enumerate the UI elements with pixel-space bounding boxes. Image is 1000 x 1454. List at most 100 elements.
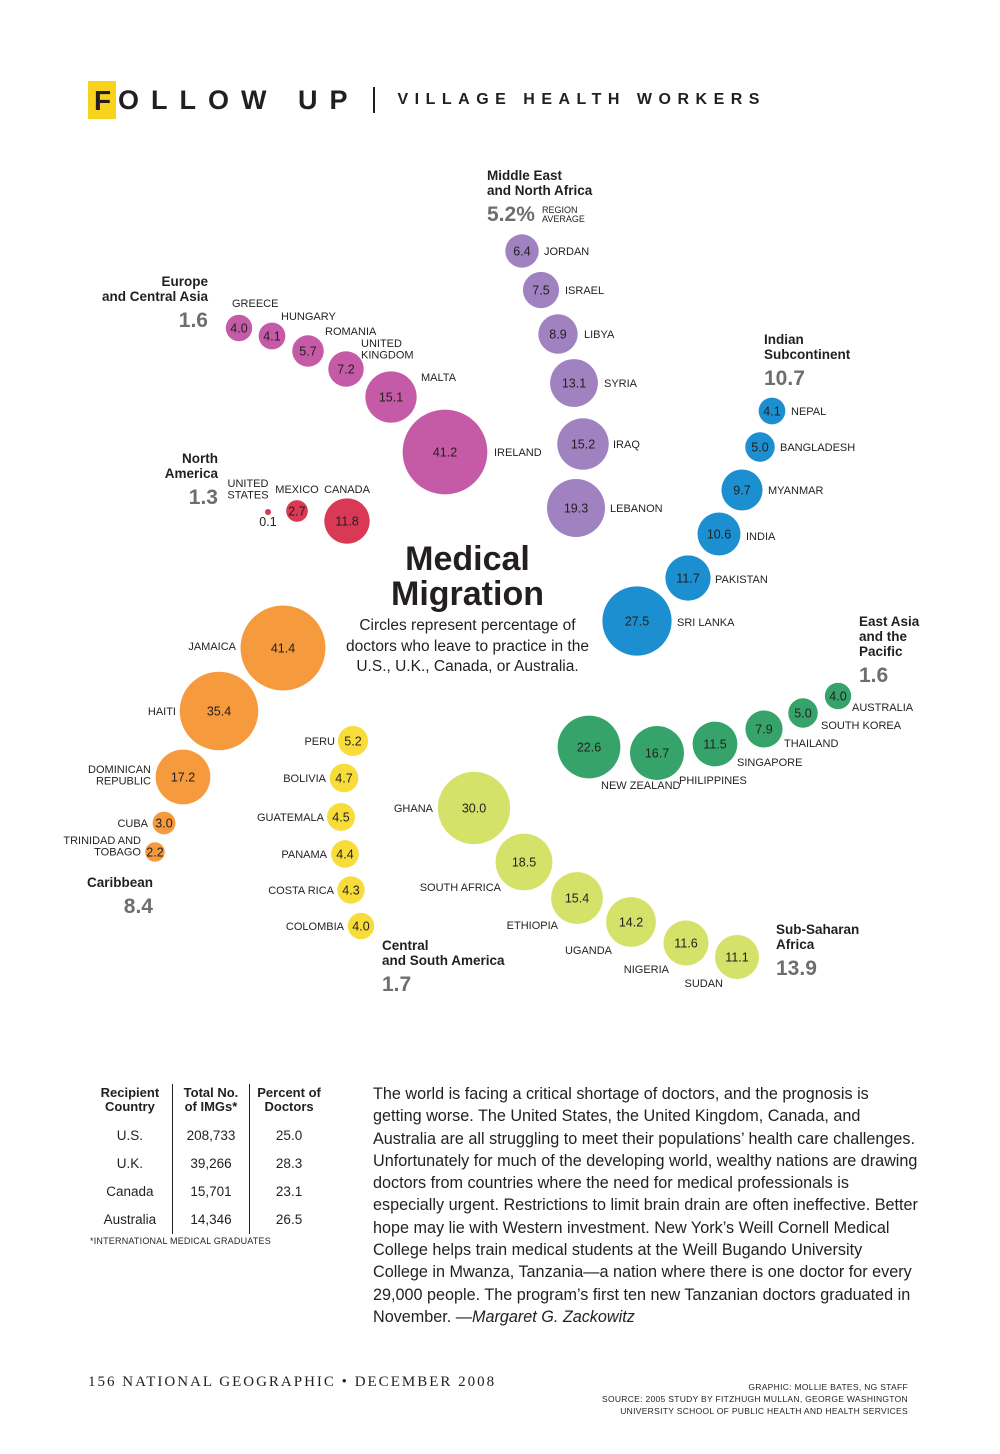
bubble-value: 11.6 <box>674 937 697 951</box>
bubble-value: 15.2 <box>571 438 595 452</box>
section-subtitle: VILLAGE HEALTH WORKERS <box>397 91 766 108</box>
table-cell: U.K. <box>116 1156 144 1171</box>
region-name: East Asia <box>859 614 920 629</box>
country-label: GREECE <box>232 298 278 310</box>
bubble-israel <box>522 271 560 309</box>
region-name: and the <box>859 629 907 644</box>
bubble-bangladesh <box>745 432 775 462</box>
bubble-sri-lanka <box>602 586 672 656</box>
table-cell: U.S. <box>116 1128 144 1143</box>
country-label: LIBYA <box>584 329 615 341</box>
region-average: 1.6 <box>859 664 888 687</box>
region-average: 8.4 <box>124 895 154 918</box>
bubble-hungary <box>258 322 286 350</box>
bubble-value: 4.1 <box>263 330 280 344</box>
source-line: UNIVERSITY SCHOOL OF PUBLIC HEALTH AND H… <box>620 1406 908 1416</box>
recipient-table: Recipient Country Total No. of IMGs* Per… <box>88 1084 328 1234</box>
country-label: JORDAN <box>544 246 589 258</box>
region-name: Sub-Saharan <box>776 922 859 937</box>
bubble-jordan <box>505 234 539 268</box>
bubble-value: 11.8 <box>335 515 358 529</box>
region-caribbean: Caribbean 8.4 41.4 JAMAICA 35.4 HAITI 17.2 DOMI… <box>63 605 326 918</box>
bubble-value: 19.3 <box>564 502 588 516</box>
bubble-value: 0.1 <box>259 515 276 529</box>
country-label: MYANMAR <box>768 485 823 497</box>
region-name: Caribbean <box>87 875 153 890</box>
country-label: STATES <box>227 490 268 502</box>
country-label: IRAQ <box>613 439 640 451</box>
country-label: ROMANIA <box>325 326 377 338</box>
country-label: NIGERIA <box>624 964 670 976</box>
region-name: Central <box>382 938 429 953</box>
country-label: SRI LANKA <box>677 617 735 629</box>
bubble-value: 2.2 <box>146 846 163 860</box>
bubble-mexico <box>286 500 308 522</box>
bubble-ireland <box>402 409 488 495</box>
country-label: JAMAICA <box>188 641 236 653</box>
bubble-value: 4.7 <box>335 772 352 786</box>
section-name: OLLOW UP <box>118 84 360 115</box>
bubble-value: 13.1 <box>562 377 586 391</box>
region-name: and North Africa <box>487 183 593 198</box>
bubble-value: 4.1 <box>763 405 780 419</box>
table-cell: 39,266 <box>171 1150 250 1178</box>
table-header: Percent of Doctors <box>249 1084 328 1122</box>
bubble-sudan <box>715 935 759 979</box>
region-name: Pacific <box>859 644 903 659</box>
country-label: SINGAPORE <box>737 757 802 769</box>
region-name: North <box>182 451 218 466</box>
bubble-value: 6.4 <box>513 245 530 259</box>
country-label: UGANDA <box>565 945 613 957</box>
bubble-value: 22.6 <box>577 741 601 755</box>
table-cell: 208,733 <box>171 1122 250 1150</box>
bubble-value: 15.1 <box>379 391 403 405</box>
bubble-lebanon <box>547 479 605 537</box>
credits: GRAPHIC: MOLLIE BATES, NG STAFF SOURCE: … <box>602 1381 908 1417</box>
table-cell: 28.3 <box>249 1150 328 1178</box>
country-label: UNITED <box>228 478 269 490</box>
bubble-costa-rica <box>337 876 365 904</box>
bubble-dominican-republic <box>155 749 211 805</box>
region-average: 10.7 <box>764 367 805 390</box>
country-label: CUBA <box>117 818 148 830</box>
country-label: THAILAND <box>784 738 838 750</box>
bubble-syria <box>550 359 598 407</box>
country-label: KINGDOM <box>361 350 414 362</box>
bubble-value: 5.0 <box>794 707 811 721</box>
table-row: Canada 15,701 23.1 <box>88 1178 328 1206</box>
bubble-peru <box>337 725 369 757</box>
country-label: REPUBLIC <box>96 776 151 788</box>
bubble-south-africa <box>495 833 553 891</box>
bubble-canada <box>324 498 370 544</box>
bubble-value: 9.7 <box>733 484 750 498</box>
bubble-value: 11.1 <box>725 951 748 965</box>
bubble-value: 41.2 <box>433 446 457 460</box>
bubble-south-korea <box>788 698 818 728</box>
header-divider <box>373 87 376 113</box>
table-cell: Australia <box>103 1212 157 1227</box>
country-label: PANAMA <box>281 849 327 861</box>
bubble-value: 27.5 <box>625 615 649 629</box>
country-label: AUSTRALIA <box>852 702 914 714</box>
region-average-note: REGION <box>542 205 578 215</box>
table-cell: 23.1 <box>249 1178 328 1206</box>
bubble-value: 14.2 <box>619 916 643 930</box>
region-name: Subcontinent <box>764 347 851 362</box>
bubble-value: 4.3 <box>342 884 359 898</box>
country-label: SUDAN <box>684 978 723 990</box>
bubble-value: 15.4 <box>565 892 589 906</box>
country-label: PERU <box>304 736 335 748</box>
bubble-value: 41.4 <box>271 642 295 656</box>
country-label: NEW ZEALAND <box>601 780 681 792</box>
bubble-malta <box>365 371 417 423</box>
bubble-india <box>697 512 741 556</box>
bubble-haiti <box>179 671 259 751</box>
country-label: BANGLADESH <box>780 442 855 454</box>
bubble-value: 4.0 <box>230 322 247 336</box>
bubble-value: 16.7 <box>645 747 669 761</box>
bubble-libya <box>538 314 578 354</box>
page-footer: 156 NATIONAL GEOGRAPHIC • DECEMBER 2008 <box>88 1374 497 1390</box>
table-cell: 15,701 <box>171 1178 250 1206</box>
